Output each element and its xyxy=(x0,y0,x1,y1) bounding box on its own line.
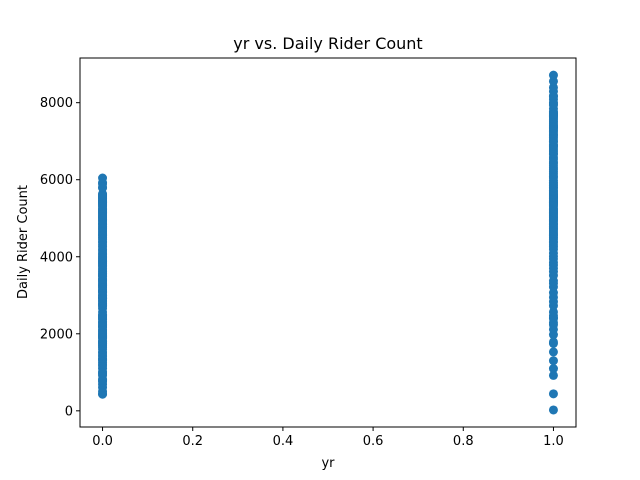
y-tick-label: 4000 xyxy=(40,250,73,265)
data-point xyxy=(548,91,558,101)
y-axis-label: Daily Rider Count xyxy=(16,185,31,299)
data-point xyxy=(548,389,558,399)
x-tick-label: 0.4 xyxy=(273,434,294,449)
x-axis-ticks: 0.0 0.2 0.4 0.6 0.8 1.0 xyxy=(92,427,564,449)
x-tick-label: 0.2 xyxy=(182,434,203,449)
plot-frame xyxy=(79,57,577,428)
data-point xyxy=(548,364,558,374)
data-point xyxy=(548,109,558,119)
data-point xyxy=(548,82,558,92)
x-tick-label: 0.0 xyxy=(92,434,113,449)
y-tick-label: 2000 xyxy=(40,327,73,342)
scatter-points xyxy=(98,70,558,415)
x-tick-label: 1.0 xyxy=(543,434,564,449)
data-point xyxy=(548,347,558,357)
data-point xyxy=(98,173,108,183)
y-axis-ticks: 0 2000 4000 6000 8000 xyxy=(40,96,80,419)
data-point xyxy=(98,182,108,192)
y-tick-label: 6000 xyxy=(40,173,73,188)
x-tick-label: 0.6 xyxy=(363,434,384,449)
data-point xyxy=(548,99,558,109)
data-point xyxy=(548,405,558,415)
x-axis-label: yr xyxy=(321,456,335,471)
data-point xyxy=(548,307,558,317)
data-point xyxy=(548,370,558,380)
chart-title: yr vs. Daily Rider Count xyxy=(233,34,422,53)
y-tick-label: 0 xyxy=(65,404,73,419)
data-point xyxy=(548,337,558,347)
data-point xyxy=(548,356,558,366)
x-tick-label: 0.8 xyxy=(453,434,474,449)
y-tick-label: 8000 xyxy=(40,96,73,111)
data-point xyxy=(548,70,558,80)
